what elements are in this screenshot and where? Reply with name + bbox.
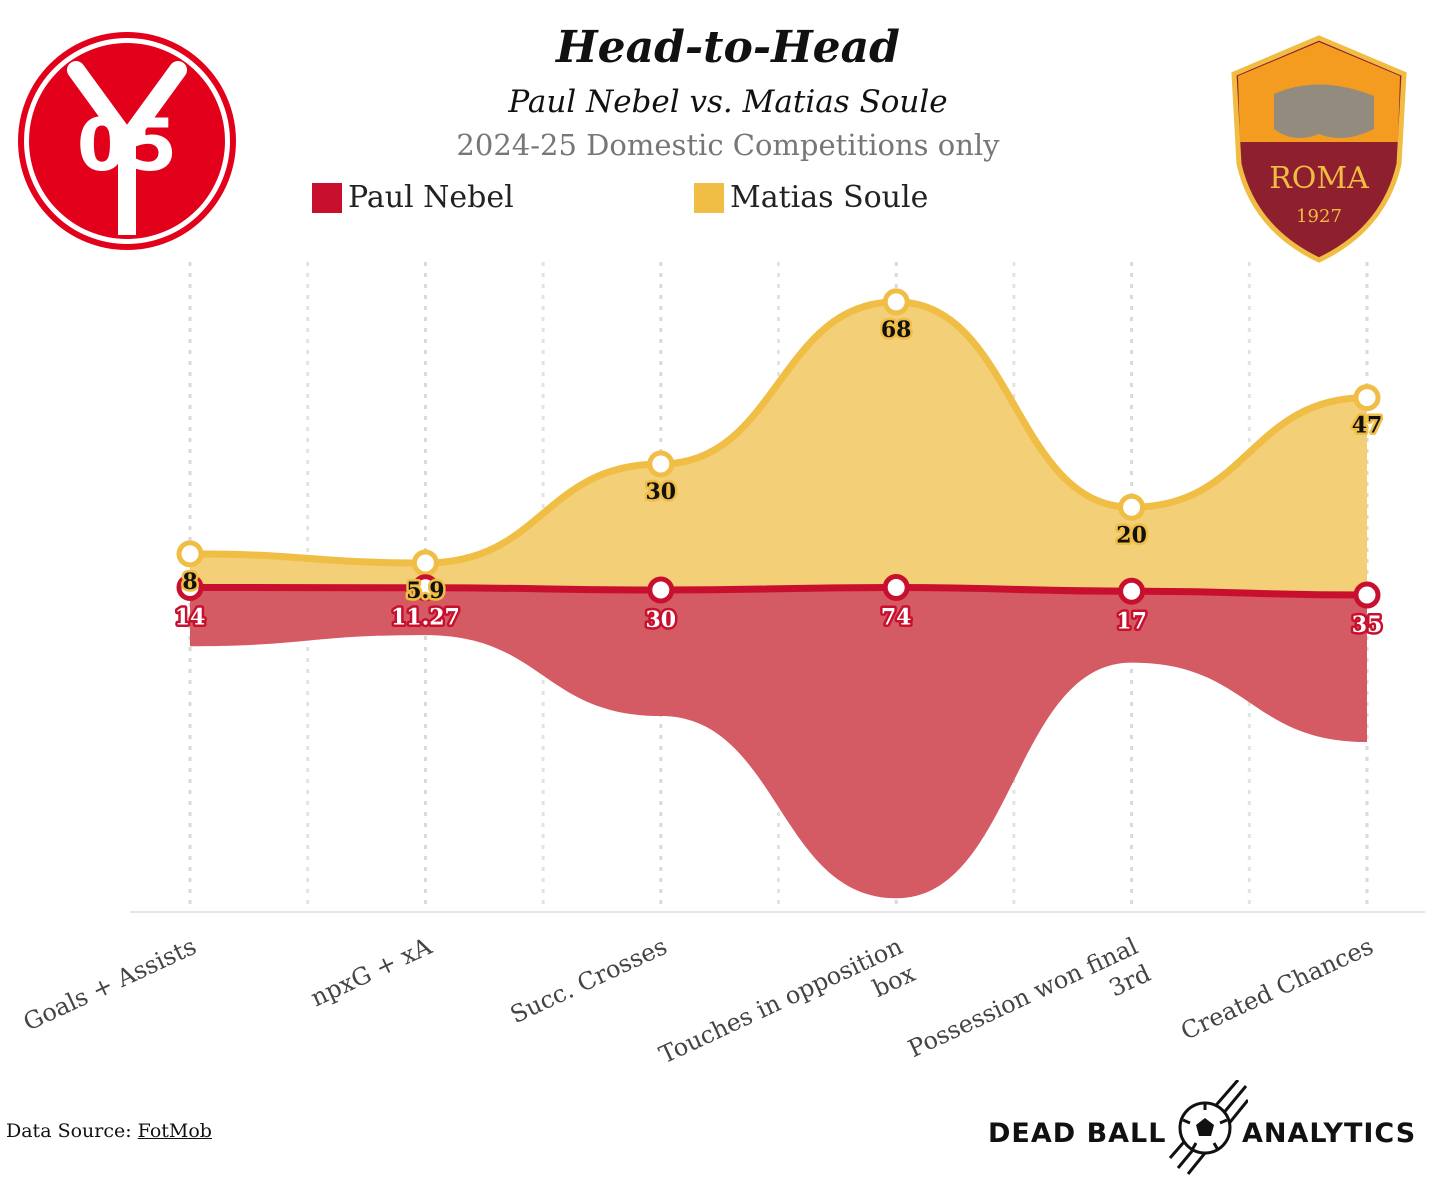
- value-label-soule: 47: [1352, 413, 1383, 439]
- x-tick-label: Succ. Crosses: [506, 932, 671, 1029]
- legend-swatch-nebel: [312, 182, 342, 213]
- x-tick-label-line: Touches in opposition: [655, 932, 907, 1069]
- series-area-nebel: [190, 587, 1367, 899]
- value-label-nebel: 74: [881, 604, 912, 630]
- roma-logo-text: ROMA: [1269, 161, 1369, 196]
- value-label-nebel: 14: [175, 604, 206, 630]
- marker-nebel: [647, 576, 675, 604]
- marker-soule: [1353, 384, 1381, 412]
- x-tick-label-line: Possession won final: [904, 932, 1142, 1063]
- legend-label-nebel: Paul Nebel: [348, 180, 514, 215]
- football-icon: [1168, 1080, 1248, 1175]
- data-source-link[interactable]: FotMob: [137, 1120, 212, 1142]
- mainz-logo: 05: [18, 32, 236, 250]
- series-area-soule: [190, 301, 1367, 596]
- value-label-soule: 20: [1116, 522, 1147, 548]
- mainz-logo-text: 05: [77, 103, 177, 187]
- x-tick-label: Created Chances: [1177, 932, 1378, 1046]
- marker-soule: [647, 450, 675, 478]
- marker-nebel: [411, 574, 439, 602]
- marker-soule: [882, 288, 910, 316]
- marker-nebel: [1353, 581, 1381, 609]
- brand-left: DEAD BALL: [988, 1117, 1167, 1149]
- x-tick-label-line: Created Chances: [1177, 932, 1378, 1046]
- marker-nebel: [882, 573, 910, 601]
- x-tick-label: Goals + Assists: [19, 932, 201, 1036]
- chart-subtitle: Paul Nebel vs. Matias Soule: [508, 84, 948, 120]
- x-tick-label: npxG + xA: [306, 932, 436, 1012]
- chart-title: Head-to-Head: [556, 22, 900, 73]
- marker-soule: [411, 549, 439, 577]
- chart-area: 8 14 5.911.27 30 30 68 74 20 17 47 35 Goals + Assis…: [19, 262, 1425, 1069]
- series-line-nebel: [189, 583, 1368, 599]
- value-label-soule: 5.9: [406, 578, 444, 604]
- value-label-soule: 30: [645, 479, 676, 505]
- value-label-soule: 68: [881, 317, 912, 343]
- data-source: Data Source: FotMob: [6, 1120, 212, 1142]
- data-source-prefix: Data Source:: [6, 1120, 138, 1142]
- legend-label-soule: Matias Soule: [730, 180, 929, 215]
- value-label-nebel: 11.27: [391, 605, 460, 631]
- value-label-nebel: 35: [1352, 612, 1383, 638]
- legend-soule: Matias Soule: [694, 180, 928, 215]
- marker-soule: [1118, 493, 1146, 521]
- marker-nebel: [1118, 577, 1146, 605]
- marker-nebel: [176, 573, 204, 601]
- season-note: 2024-25 Domestic Competitions only: [456, 128, 1000, 162]
- brand-right: ANALYTICS: [1242, 1117, 1417, 1149]
- value-label-soule: 8: [182, 569, 197, 595]
- roma-logo-year: 1927: [1296, 206, 1342, 227]
- legend-nebel: Paul Nebel: [312, 180, 514, 215]
- value-label-nebel: 30: [645, 607, 676, 633]
- legend-swatch-soule: [694, 182, 724, 213]
- marker-soule: [176, 540, 204, 568]
- value-label-nebel: 17: [1116, 608, 1147, 634]
- x-tick-label-line: npxG + xA: [306, 932, 436, 1012]
- x-tick-label-line: Succ. Crosses: [506, 932, 671, 1029]
- x-tick-label-line: Goals + Assists: [19, 932, 201, 1036]
- roma-logo: ROMA 1927: [1231, 35, 1407, 263]
